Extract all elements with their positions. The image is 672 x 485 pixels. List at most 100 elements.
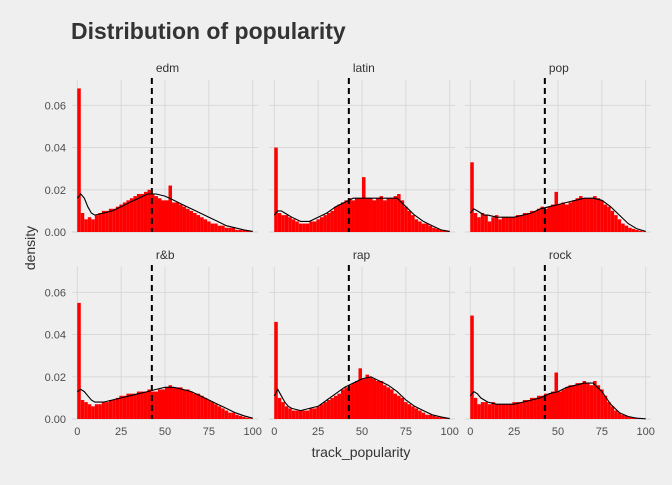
histogram-bar xyxy=(158,198,162,232)
histogram-bar xyxy=(105,402,109,419)
histogram-bar xyxy=(288,408,292,419)
histogram-bar xyxy=(292,411,296,419)
histogram-bar xyxy=(470,316,474,419)
histogram-bar xyxy=(98,213,102,232)
histogram-bar xyxy=(246,418,250,419)
histogram-bar xyxy=(387,198,391,232)
facet-label: rap xyxy=(353,248,371,262)
histogram-bar xyxy=(137,392,141,419)
histogram-bar xyxy=(144,192,148,232)
x-tick-label: 25 xyxy=(508,426,520,438)
y-tick-label: 0.04 xyxy=(45,330,66,342)
histogram-bar xyxy=(207,400,211,419)
facet-panel-latin: latin xyxy=(269,61,455,232)
histogram-bar xyxy=(299,224,303,232)
histogram-bar xyxy=(537,396,541,419)
histogram-bar xyxy=(572,200,576,232)
histogram-bar xyxy=(625,226,629,232)
histogram-bar xyxy=(383,385,387,419)
histogram-bar xyxy=(436,417,440,419)
histogram-bar xyxy=(334,396,338,419)
x-tick-label: 75 xyxy=(203,426,215,438)
histogram-bar xyxy=(147,190,151,232)
histogram-bar xyxy=(232,228,236,232)
histogram-bar xyxy=(116,207,120,232)
histogram-bar xyxy=(586,198,590,232)
facet-panel-pop: pop xyxy=(465,61,651,232)
histogram-bar xyxy=(579,196,583,232)
histogram-bar xyxy=(590,385,594,419)
histogram-bar xyxy=(186,209,190,232)
histogram-bar xyxy=(337,205,341,232)
histogram-bar xyxy=(239,416,243,419)
histogram-bar xyxy=(112,400,116,419)
histogram-bar xyxy=(558,392,562,419)
histogram-bar xyxy=(418,221,422,232)
histogram-bar xyxy=(569,202,573,232)
histogram-bar xyxy=(607,207,611,232)
histogram-bar xyxy=(95,404,99,419)
x-axis-title: track_popularity xyxy=(312,444,411,460)
histogram-bar xyxy=(614,215,618,232)
histogram-bar xyxy=(295,221,299,232)
histogram-bar xyxy=(509,217,513,232)
histogram-bar xyxy=(204,398,208,419)
histogram-bar xyxy=(505,217,509,232)
histogram-bar xyxy=(137,194,141,232)
histogram-bar xyxy=(600,200,604,232)
histogram-bar xyxy=(432,416,436,419)
histogram-bar xyxy=(133,394,137,419)
histogram-bar xyxy=(200,396,204,419)
x-tick-label: 25 xyxy=(115,426,127,438)
histogram-bar xyxy=(190,211,194,232)
histogram-bar xyxy=(530,211,534,232)
y-tick-label: 0.04 xyxy=(45,143,66,155)
histogram-bar xyxy=(551,205,555,232)
histogram-bar xyxy=(373,200,377,232)
histogram-bar xyxy=(502,217,506,232)
histogram-bar xyxy=(351,200,355,232)
x-tick-label: 0 xyxy=(74,426,80,438)
histogram-bar xyxy=(628,228,632,232)
histogram-bar xyxy=(116,398,120,419)
histogram-bar xyxy=(569,385,573,419)
histogram-bar xyxy=(369,377,373,419)
y-axis-title: density xyxy=(22,226,38,270)
histogram-bar xyxy=(474,398,478,419)
x-tick-label: 50 xyxy=(552,426,564,438)
histogram-bar xyxy=(165,387,169,419)
histogram-bar xyxy=(225,411,229,419)
x-tick-label: 75 xyxy=(596,426,608,438)
histogram-bar xyxy=(502,404,506,419)
histogram-bar xyxy=(597,198,601,232)
histogram-bar xyxy=(285,406,289,419)
histogram-bar xyxy=(211,402,215,419)
histogram-bar xyxy=(586,383,590,419)
histogram-bar xyxy=(140,194,144,232)
histogram-bar xyxy=(109,209,113,232)
histogram-bar xyxy=(239,230,243,232)
histogram-bar xyxy=(516,215,520,232)
histogram-bar xyxy=(88,217,92,232)
histogram-bar xyxy=(362,379,366,419)
histogram-bar xyxy=(607,402,611,419)
histogram-bar xyxy=(519,402,523,419)
histogram-bar xyxy=(179,387,183,419)
histogram-bar xyxy=(621,415,625,419)
histogram-bar xyxy=(477,404,481,419)
histogram-bar xyxy=(207,221,211,232)
x-tick-label: 0 xyxy=(467,426,473,438)
histogram-bar xyxy=(530,398,534,419)
histogram-bar xyxy=(477,217,481,232)
histogram-bar xyxy=(526,400,530,419)
histogram-bar xyxy=(281,215,285,232)
histogram-bar xyxy=(358,368,362,419)
histogram-bar xyxy=(621,224,625,232)
histogram-bar xyxy=(144,392,148,419)
histogram-bar xyxy=(533,211,537,232)
facet-label: rock xyxy=(549,248,573,262)
histogram-bar xyxy=(411,406,415,419)
histogram-bar xyxy=(579,383,583,419)
histogram-bar xyxy=(397,396,401,419)
